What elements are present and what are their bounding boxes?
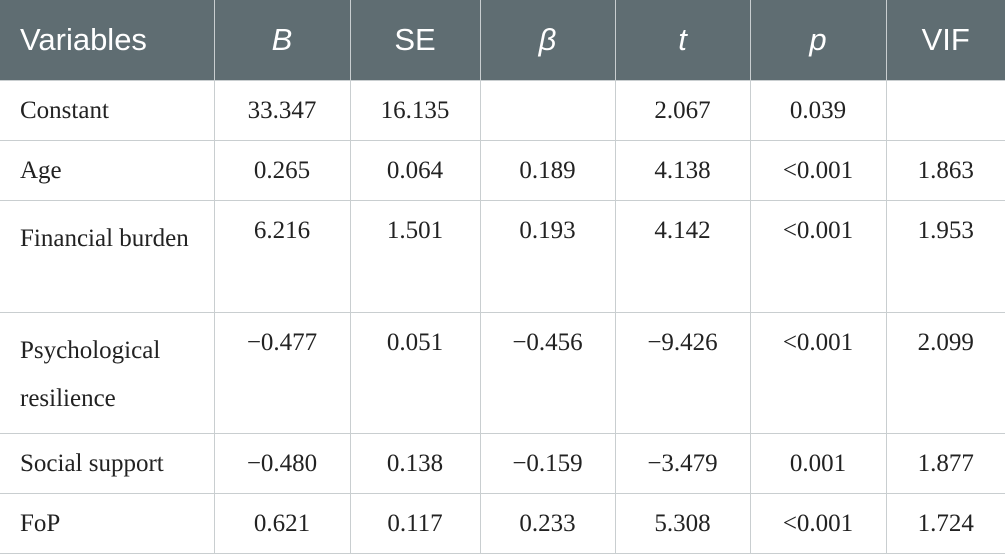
cell-variable: Financial burden xyxy=(0,199,215,313)
cell-beta: 0.193 xyxy=(479,199,616,313)
cell-beta xyxy=(479,79,616,141)
cell-se: 16.135 xyxy=(349,79,481,141)
cell-b: 6.216 xyxy=(213,199,351,313)
cell-vif: 1.877 xyxy=(885,432,1005,494)
cell-b: 33.347 xyxy=(213,79,351,141)
table-row: Constant 33.347 16.135 2.067 0.039 xyxy=(0,79,1005,141)
cell-variable: Psychological resilience xyxy=(0,311,215,434)
table-row: Social support −0.480 0.138 −0.159 −3.47… xyxy=(0,432,1005,494)
cell-p: <0.001 xyxy=(749,139,887,201)
cell-vif: 1.953 xyxy=(885,199,1005,313)
cell-se: 0.064 xyxy=(349,139,481,201)
cell-beta: 0.189 xyxy=(479,139,616,201)
cell-t: 5.308 xyxy=(614,492,751,554)
cell-t: 2.067 xyxy=(614,79,751,141)
cell-b: −0.477 xyxy=(213,311,351,434)
cell-beta: 0.233 xyxy=(479,492,616,554)
cell-p: <0.001 xyxy=(749,311,887,434)
cell-p: <0.001 xyxy=(749,199,887,313)
cell-t: −3.479 xyxy=(614,432,751,494)
cell-b: −0.480 xyxy=(213,432,351,494)
cell-se: 0.051 xyxy=(349,311,481,434)
table-body: Constant 33.347 16.135 2.067 0.039 Age 0… xyxy=(0,79,1005,554)
cell-t: 4.138 xyxy=(614,139,751,201)
cell-b: 0.621 xyxy=(213,492,351,554)
cell-se: 0.117 xyxy=(349,492,481,554)
cell-vif: 1.724 xyxy=(885,492,1005,554)
header-beta: β xyxy=(480,0,616,80)
cell-variable: Constant xyxy=(0,79,215,141)
header-row: Variables B SE β t p VIF xyxy=(0,0,1005,80)
cell-vif: 2.099 xyxy=(885,311,1005,434)
header-p: p xyxy=(750,0,887,80)
header-b: B xyxy=(214,0,351,80)
cell-beta: −0.159 xyxy=(479,432,616,494)
cell-vif: 1.863 xyxy=(885,139,1005,201)
cell-b: 0.265 xyxy=(213,139,351,201)
cell-p: 0.039 xyxy=(749,79,887,141)
table-row: Psychological resilience −0.477 0.051 −0… xyxy=(0,311,1005,434)
cell-t: −9.426 xyxy=(614,311,751,434)
cell-beta: −0.456 xyxy=(479,311,616,434)
table-row: Age 0.265 0.064 0.189 4.138 <0.001 1.863 xyxy=(0,139,1005,201)
cell-variable: FoP xyxy=(0,492,215,554)
cell-p: 0.001 xyxy=(749,432,887,494)
table-row: FoP 0.621 0.117 0.233 5.308 <0.001 1.724 xyxy=(0,492,1005,554)
cell-se: 0.138 xyxy=(349,432,481,494)
cell-vif xyxy=(885,79,1005,141)
cell-t: 4.142 xyxy=(614,199,751,313)
header-t: t xyxy=(615,0,751,80)
cell-se: 1.501 xyxy=(349,199,481,313)
table-header: Variables B SE β t p VIF xyxy=(0,0,1005,80)
table-row: Financial burden 6.216 1.501 0.193 4.142… xyxy=(0,199,1005,313)
header-vif: VIF xyxy=(886,0,1005,80)
header-se: SE xyxy=(350,0,481,80)
cell-variable: Age xyxy=(0,139,215,201)
cell-p: <0.001 xyxy=(749,492,887,554)
header-variables: Variables xyxy=(0,0,215,80)
cell-variable: Social support xyxy=(0,432,215,494)
